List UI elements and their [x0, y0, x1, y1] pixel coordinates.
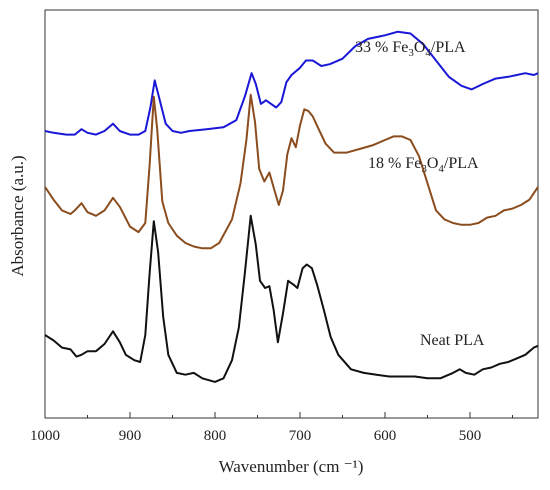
x-tick-label: 500 — [459, 428, 482, 444]
series-labels: 33 % Fe3O4/PLA 18 % Fe3O4/PLA Neat PLA — [355, 39, 485, 349]
x-axis-ticks: 1000 900 800 700 600 500 — [30, 412, 513, 444]
x-axis-label: Wavenumber (cm ⁻¹) — [219, 457, 364, 476]
x-tick-label: 1000 — [30, 428, 60, 444]
series-label-1: 33 % Fe3O4/PLA — [355, 39, 466, 59]
y-axis-label: Absorbance (a.u.) — [8, 155, 27, 276]
series-label-2: 18 % Fe3O4/PLA — [368, 155, 479, 175]
x-tick-label: 600 — [374, 428, 397, 444]
x-tick-label: 700 — [289, 428, 312, 444]
series-label-3: Neat PLA — [420, 332, 485, 349]
series-line-1 — [44, 30, 539, 136]
plot-frame — [44, 9, 539, 419]
series-line-2 — [44, 93, 539, 250]
series-line-3 — [44, 214, 539, 383]
x-tick-label: 900 — [119, 428, 142, 444]
series-lines — [44, 30, 539, 383]
x-tick-label: 800 — [204, 428, 227, 444]
